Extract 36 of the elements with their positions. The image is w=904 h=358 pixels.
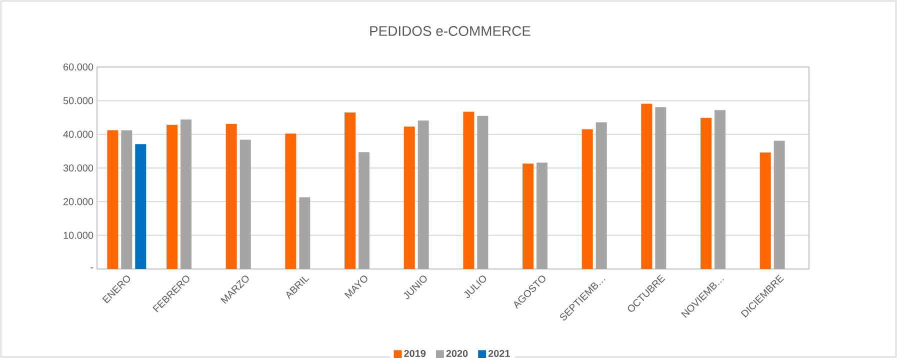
bar [299, 197, 310, 269]
bar [774, 140, 785, 269]
bar [226, 124, 237, 269]
bar [404, 126, 415, 269]
legend-label: 2021 [488, 350, 510, 357]
bar [522, 164, 534, 269]
bar [180, 120, 192, 269]
y-tick-label: 30.000 [63, 164, 94, 172]
bar [536, 162, 548, 269]
bar [135, 144, 146, 269]
y-tick-label: 10.000 [64, 232, 94, 239]
y-tick-label: - [90, 267, 94, 268]
y-tick-label: 40.000 [63, 130, 94, 138]
bar [714, 110, 726, 269]
y-tick-label: 50.000 [63, 97, 94, 104]
legend-label: 2020 [446, 350, 468, 357]
bar [240, 140, 251, 269]
bar [463, 112, 474, 269]
bar [596, 122, 607, 269]
bar [582, 129, 593, 269]
bar [285, 134, 296, 269]
bar [477, 116, 488, 269]
y-tick-label: 60.000 [64, 63, 94, 71]
bar [418, 120, 429, 269]
bar [641, 104, 652, 269]
y-tick-label: 20.000 [64, 198, 94, 206]
bar [358, 152, 370, 269]
bar [760, 152, 771, 269]
bar [700, 118, 712, 269]
bar [121, 130, 132, 269]
bar [655, 107, 666, 269]
legend-label: 2019 [404, 350, 426, 357]
chart-title: PEDIDOS e-COMMERCE [370, 26, 530, 36]
bar [107, 130, 118, 269]
bar [344, 112, 356, 269]
bar [166, 124, 178, 269]
